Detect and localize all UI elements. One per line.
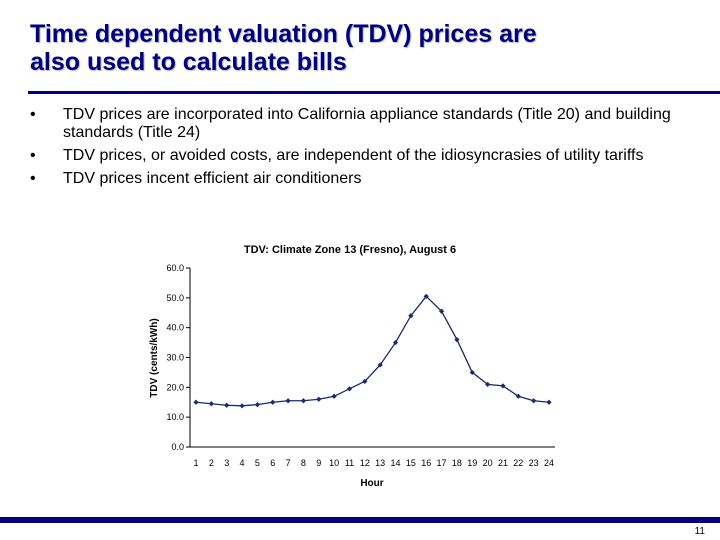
x-tick-label: 16 xyxy=(421,458,431,468)
slide-title-line-1: Time dependent valuation (TDV) prices ar… xyxy=(30,20,537,48)
series-line xyxy=(195,295,550,407)
x-tick-label: 7 xyxy=(286,458,291,468)
x-tick-label: 14 xyxy=(391,458,401,468)
x-tick-label: 19 xyxy=(467,458,477,468)
page-number: 11 xyxy=(694,526,705,537)
x-tick-label: 18 xyxy=(452,458,462,468)
x-tick-label: 8 xyxy=(301,458,306,468)
data-point-marker xyxy=(515,393,521,399)
x-tick-label: 4 xyxy=(240,458,245,468)
x-tick-label: 23 xyxy=(529,458,539,468)
x-tick-label: 15 xyxy=(406,458,416,468)
bullet-text: TDV prices are incorporated into Califor… xyxy=(63,106,671,141)
x-tick-label: 2 xyxy=(209,458,214,468)
data-point-marker xyxy=(193,399,199,405)
data-point-marker xyxy=(423,293,429,299)
data-point-marker xyxy=(362,378,368,384)
data-point-marker xyxy=(408,313,414,319)
y-tick-label: 30.0 xyxy=(166,353,184,363)
x-tick-label: 12 xyxy=(360,458,370,468)
data-point-marker xyxy=(316,396,322,402)
x-tick-label: 9 xyxy=(316,458,321,468)
y-tick-label: 50.0 xyxy=(166,293,184,303)
data-point-marker xyxy=(469,369,475,376)
data-point-marker xyxy=(224,402,230,408)
x-tick-label: 24 xyxy=(544,458,554,468)
bullet-icon: • xyxy=(30,106,36,123)
data-point-marker xyxy=(300,398,307,404)
y-tick-label: 0.0 xyxy=(171,442,184,452)
bullet-item: • TDV prices, or avoided costs, are inde… xyxy=(30,147,690,165)
x-tick-label: 17 xyxy=(437,458,447,468)
bullet-item: • TDV prices are incorporated into Calif… xyxy=(30,106,690,142)
data-point-marker xyxy=(285,398,291,404)
chart-title: TDV: Climate Zone 13 (Fresno), August 6 xyxy=(244,244,456,256)
bullet-icon: • xyxy=(30,147,36,164)
y-tick-label: 20.0 xyxy=(166,382,184,392)
x-tick-label: 13 xyxy=(375,458,385,468)
slide-title-line-2: also used to calculate bills xyxy=(30,48,347,76)
data-point-marker xyxy=(254,402,260,408)
title-divider xyxy=(28,91,720,94)
data-point-marker xyxy=(485,381,491,387)
data-point-marker xyxy=(500,383,506,389)
x-tick-label: 21 xyxy=(498,458,508,468)
x-tick-label: 22 xyxy=(513,458,523,468)
slide-title: Time dependent valuation (TDV) prices ar… xyxy=(30,20,710,76)
x-tick-label: 10 xyxy=(329,458,339,468)
x-tick-label: 1 xyxy=(193,458,198,468)
bullet-text: TDV prices incent efficient air conditio… xyxy=(63,170,362,187)
data-point-marker xyxy=(546,399,552,405)
data-point-marker xyxy=(208,401,214,407)
data-point-marker xyxy=(531,398,537,404)
data-point-marker xyxy=(438,308,445,314)
data-point-marker xyxy=(377,362,383,368)
x-tick-label: 20 xyxy=(483,458,493,468)
y-axis-label: TDV (cents/kWh) xyxy=(149,318,160,397)
data-point-marker xyxy=(392,339,399,346)
data-point-marker xyxy=(331,393,337,399)
x-axis-label: Hour xyxy=(360,478,383,489)
data-point-marker xyxy=(346,386,353,392)
x-tick-label: 3 xyxy=(224,458,229,468)
bullet-item: • TDV prices incent efficient air condit… xyxy=(30,170,690,188)
y-tick-label: 10.0 xyxy=(166,412,184,422)
x-tick-label: 5 xyxy=(255,458,260,468)
bullet-text: TDV prices, or avoided costs, are indepe… xyxy=(63,147,644,164)
data-point-marker xyxy=(239,403,245,409)
data-point-marker xyxy=(454,337,460,343)
x-tick-label: 6 xyxy=(270,458,275,468)
data-point-marker xyxy=(270,399,276,405)
x-tick-label: 11 xyxy=(345,458,354,468)
y-tick-label: 40.0 xyxy=(166,323,184,333)
y-tick-label: 60.0 xyxy=(166,263,184,273)
footer-bar xyxy=(0,517,720,523)
bullet-list: • TDV prices are incorporated into Calif… xyxy=(30,106,690,193)
bullet-icon: • xyxy=(30,170,36,187)
